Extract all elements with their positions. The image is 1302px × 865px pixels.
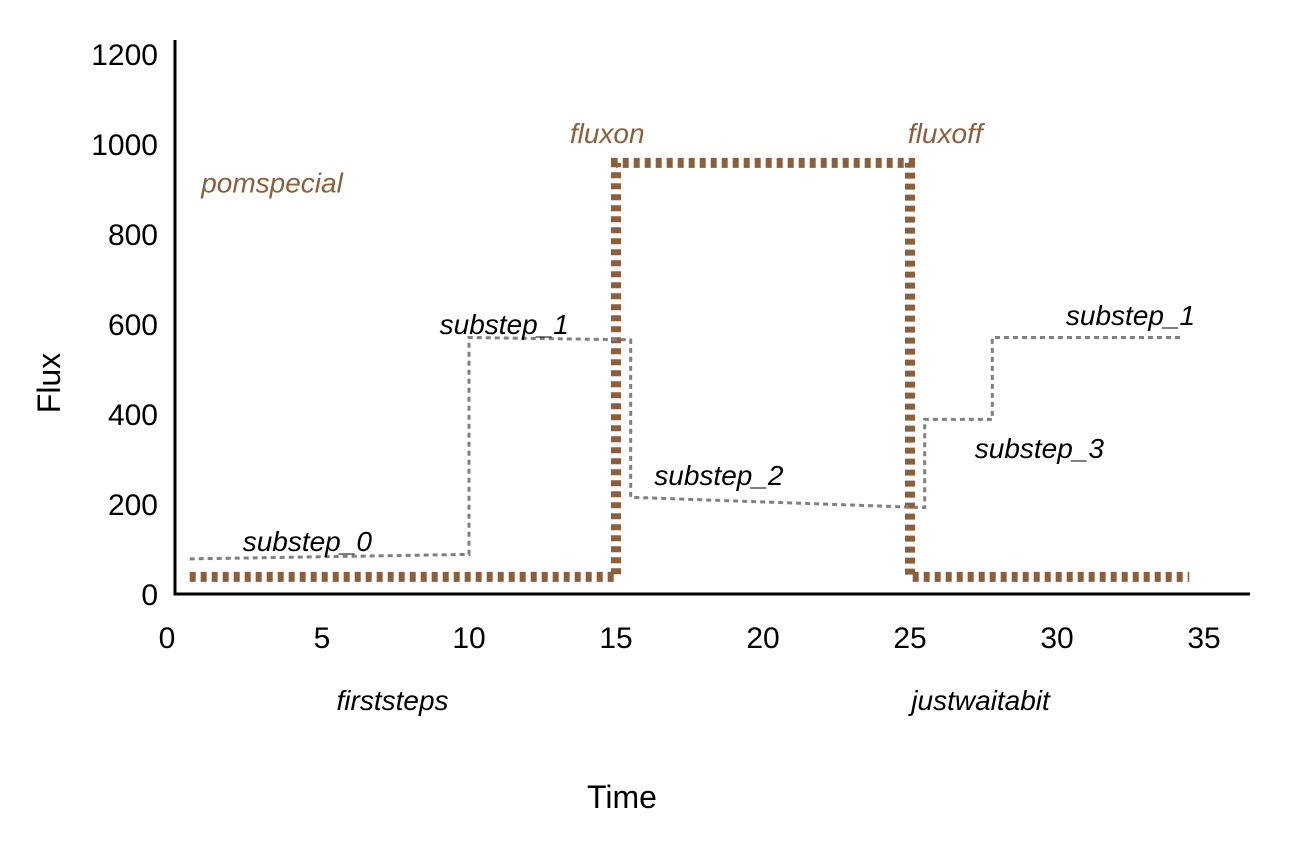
- substep-annotation: substep_2: [654, 460, 784, 491]
- y-tick-label: 600: [108, 309, 158, 342]
- substep-annotation: substep_0: [243, 526, 373, 557]
- series-line-pom: [189, 157, 1190, 582]
- x-axis-title: Time: [587, 779, 657, 815]
- pom-annotation: fluxon: [570, 118, 645, 149]
- y-tick-label: 1200: [91, 39, 158, 72]
- y-tick-label: 400: [108, 399, 158, 432]
- x-tick-label: 20: [746, 622, 779, 655]
- series-line-substep: [189, 335, 1181, 561]
- x-tick-label: 30: [1040, 622, 1073, 655]
- y-axis-title: Flux: [31, 353, 67, 413]
- x-tick-label: 35: [1187, 622, 1220, 655]
- y-tick-label: 0: [141, 579, 158, 612]
- y-tick-label: 1000: [91, 129, 158, 162]
- pom-annotation: fluxoff: [908, 118, 986, 149]
- phase-label: firststeps: [337, 685, 449, 716]
- y-tick-label: 200: [108, 489, 158, 522]
- pom-annotation: pomspecial: [200, 167, 343, 198]
- substep-annotation: substep_3: [975, 433, 1105, 464]
- substep-annotation: substep_1: [440, 309, 569, 340]
- x-tick-label: 10: [452, 622, 485, 655]
- y-tick-label: 800: [108, 219, 158, 252]
- x-tick-label: 15: [599, 622, 632, 655]
- x-tick-label: 25: [893, 622, 926, 655]
- phase-label: justwaitabit: [907, 685, 1051, 716]
- x-tick-label: 0: [159, 622, 176, 655]
- x-tick-label: 5: [314, 622, 331, 655]
- substep-annotation: substep_1: [1066, 300, 1195, 331]
